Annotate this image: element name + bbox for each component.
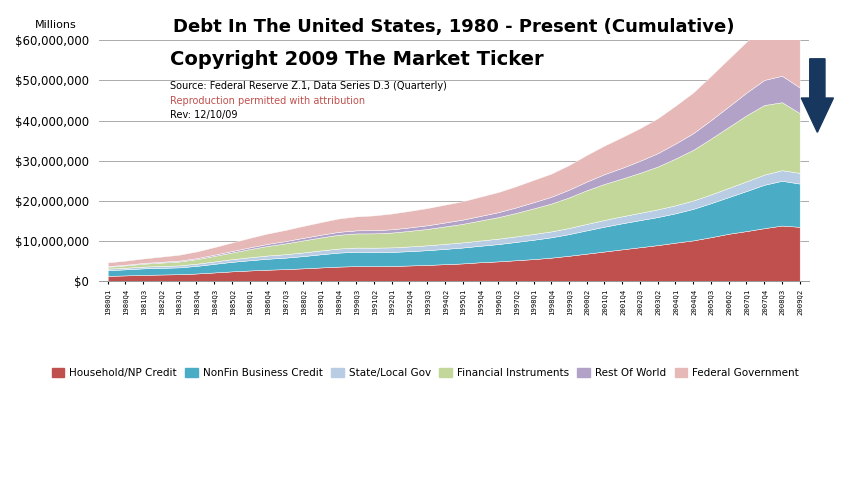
Text: Rev: 12/10/09: Rev: 12/10/09 [169,110,237,120]
Text: Millions: Millions [35,21,77,30]
Legend: Household/NP Credit, NonFin Business Credit, State/Local Gov, Financial Instrume: Household/NP Credit, NonFin Business Cre… [47,364,803,383]
Text: Copyright 2009 The Market Ticker: Copyright 2009 The Market Ticker [169,50,544,69]
Text: Reproduction permitted with attribution: Reproduction permitted with attribution [169,96,365,106]
Title: Debt In The United States, 1980 - Present (Cumulative): Debt In The United States, 1980 - Presen… [173,18,734,36]
Text: Source: Federal Reserve Z.1, Data Series D.3 (Quarterly): Source: Federal Reserve Z.1, Data Series… [169,81,446,91]
